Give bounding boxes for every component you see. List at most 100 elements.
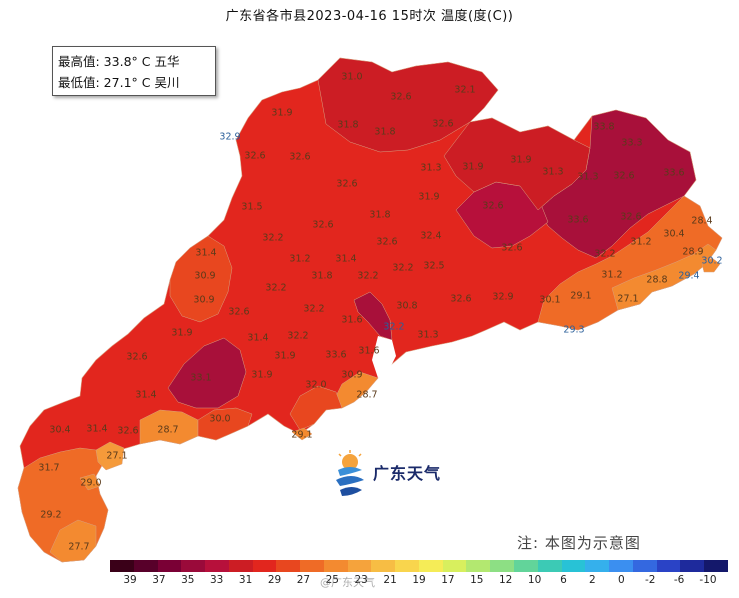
station-value: 31.8: [311, 270, 333, 282]
legend-swatch: [632, 560, 657, 572]
station-value: 32.4: [420, 230, 442, 242]
station-value: 31.9: [251, 369, 273, 381]
station-value: 29.4: [678, 270, 700, 282]
watermark: @广东天气: [320, 576, 375, 589]
region-28-east-coast: [611, 243, 717, 311]
station-value: 32.6: [228, 306, 250, 318]
station-value: 27.1: [617, 293, 639, 305]
station-value: 32.6: [432, 118, 454, 130]
legend-swatch: [181, 560, 206, 572]
station-value: 27.1: [106, 450, 128, 462]
station-value: 31.3: [420, 162, 442, 174]
station-value: 31.2: [601, 269, 623, 281]
legend-swatch: [157, 560, 182, 572]
station-value: 31.4: [195, 247, 217, 259]
legend-swatch: [110, 560, 134, 572]
legend-swatch: [228, 560, 253, 572]
station-value: 31.6: [341, 314, 363, 326]
legend-label: -2: [644, 574, 656, 586]
legend-swatch: [418, 560, 443, 572]
station-value: 33.8: [593, 121, 615, 133]
station-value: 32.2: [303, 303, 325, 315]
station-value: 32.5: [423, 260, 445, 272]
station-value: 32.0: [305, 379, 327, 391]
station-value: 29.2: [40, 509, 62, 521]
station-value: 31.9: [418, 191, 440, 203]
station-value: 33.6: [567, 214, 589, 226]
station-value: 28.8: [646, 274, 668, 286]
region-27-wuchuan: [95, 441, 125, 471]
station-value: 30.9: [194, 270, 216, 282]
legend-label: -6: [673, 574, 685, 586]
station-value: 33.6: [325, 349, 347, 361]
island-southwest: [79, 473, 101, 491]
legend-swatch: [347, 560, 372, 572]
legend-label: -10: [699, 574, 717, 586]
logo-text: 广东天气: [373, 464, 442, 483]
station-value: 32.2: [265, 282, 287, 294]
region-30-east-coast: [537, 195, 723, 331]
station-value: 31.9: [510, 154, 532, 166]
station-value: 32.9: [492, 291, 514, 303]
station-value: 32.6: [482, 200, 504, 212]
legend-label: 12: [499, 574, 513, 586]
station-value: 32.2: [357, 270, 379, 282]
legend-label: 6: [560, 574, 567, 586]
station-value: 27.7: [68, 541, 90, 553]
legend-label: 33: [210, 574, 224, 586]
station-value: 31.6: [358, 345, 380, 357]
station-value: 30.1: [539, 294, 561, 306]
station-value: 33.6: [663, 167, 685, 179]
station-value: 32.6: [336, 178, 358, 190]
station-value: 30.4: [49, 424, 71, 436]
island-south: [291, 427, 313, 441]
legend-swatch: [323, 560, 348, 572]
station-value: 32.6: [450, 293, 472, 305]
legend-swatch: [514, 560, 538, 572]
region-27-southwest: [49, 519, 97, 563]
station-value: 32.6: [244, 150, 266, 162]
station-value: 30.9: [193, 294, 215, 306]
legend-label: 27: [296, 574, 311, 586]
station-value: 32.6: [613, 170, 635, 182]
legend-label: 31: [238, 574, 253, 586]
legend-label: 37: [152, 574, 166, 586]
legend-swatch: [205, 560, 229, 572]
station-value: 32.6: [117, 425, 139, 437]
station-value: 32.2: [383, 321, 405, 333]
legend-label: 17: [441, 574, 455, 586]
station-value: 31.7: [38, 462, 60, 474]
station-value: 29.1: [291, 429, 313, 441]
legend-swatch: [466, 560, 491, 572]
station-value: 32.6: [376, 236, 398, 248]
station-value: 32.2: [262, 232, 284, 244]
region-30-west: [169, 235, 233, 323]
legend-swatch: [537, 560, 562, 572]
station-value: 30.4: [663, 228, 685, 240]
region-hot-west: [167, 337, 247, 409]
legend-label: 35: [181, 574, 195, 586]
color-legend-labels: 39 37 35 33 31 29 27 25 23 21 19 17 15 12 10 6 2 0 -2 -6 -10: [110, 574, 728, 588]
min-temperature: 最低值: 27.1° C 吴川: [58, 75, 180, 90]
legend-swatch: [371, 560, 396, 572]
station-value: 32.6: [390, 91, 412, 103]
map-title: 广东省各市县2023-04-16 15时次 温度(度(C)): [225, 9, 514, 24]
station-value: 31.8: [369, 209, 391, 221]
station-value: 30.0: [209, 413, 231, 425]
legend-swatch: [442, 560, 467, 572]
station-value: 32.6: [501, 242, 523, 254]
legend-label: 21: [383, 574, 397, 586]
station-value: 32.6: [620, 211, 642, 223]
station-value: 31.4: [86, 423, 108, 435]
station-value: 31.4: [247, 332, 269, 344]
station-value: 33.1: [190, 372, 212, 384]
legend-swatch: [609, 560, 633, 572]
legend-swatch: [680, 560, 705, 572]
station-value: 31.9: [462, 161, 484, 173]
station-value: 32.2: [287, 330, 309, 342]
station-value: 31.4: [335, 253, 357, 265]
station-value: 31.9: [171, 327, 193, 339]
legend-swatch: [490, 560, 515, 572]
max-temperature: 最高值: 33.8° C 五华: [58, 54, 180, 69]
